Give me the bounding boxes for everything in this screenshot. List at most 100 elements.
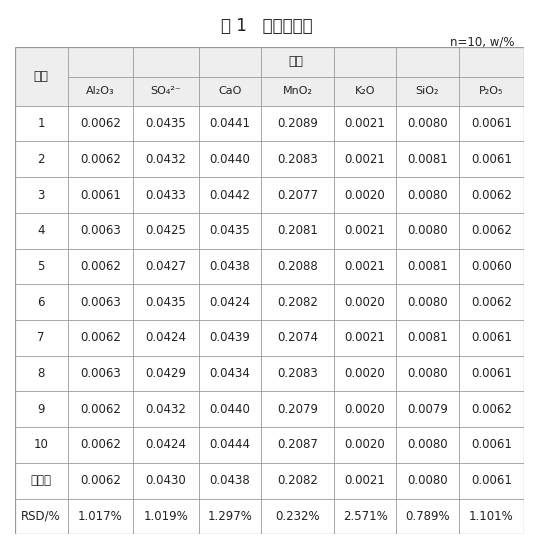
Text: 0.0424: 0.0424 xyxy=(146,331,187,344)
Text: 0.0427: 0.0427 xyxy=(146,260,187,273)
Text: 表 1   精密度试验: 表 1 精密度试验 xyxy=(221,17,312,35)
Text: 0.0441: 0.0441 xyxy=(209,117,251,130)
Text: 0.0020: 0.0020 xyxy=(345,295,385,308)
Text: 0.0020: 0.0020 xyxy=(345,403,385,416)
Text: 0.2083: 0.2083 xyxy=(277,367,318,380)
Text: 0.0060: 0.0060 xyxy=(471,260,512,273)
Text: 0.0080: 0.0080 xyxy=(407,474,448,487)
Text: 0.0432: 0.0432 xyxy=(146,153,187,166)
Text: 0.0062: 0.0062 xyxy=(471,403,512,416)
Text: 0.0081: 0.0081 xyxy=(407,331,448,344)
Text: 0.0433: 0.0433 xyxy=(146,189,187,201)
Text: 0.2089: 0.2089 xyxy=(277,117,318,130)
Text: 0.0438: 0.0438 xyxy=(209,260,250,273)
Text: 0.2082: 0.2082 xyxy=(277,474,318,487)
Text: 9: 9 xyxy=(37,403,45,416)
Text: 3: 3 xyxy=(37,189,45,201)
Text: 0.0021: 0.0021 xyxy=(344,224,385,237)
Text: 0.0062: 0.0062 xyxy=(80,474,121,487)
Text: 0.0061: 0.0061 xyxy=(471,153,512,166)
Text: 6: 6 xyxy=(37,295,45,308)
Text: 组分: 组分 xyxy=(288,55,303,69)
Text: 0.0080: 0.0080 xyxy=(407,224,448,237)
Text: SO₄²⁻: SO₄²⁻ xyxy=(150,86,181,96)
Text: 10: 10 xyxy=(34,438,49,452)
Text: 0.0435: 0.0435 xyxy=(146,117,187,130)
Text: 0.2074: 0.2074 xyxy=(277,331,318,344)
Text: 平均值: 平均值 xyxy=(31,474,52,487)
Text: 2: 2 xyxy=(37,153,45,166)
Text: 0.0080: 0.0080 xyxy=(407,367,448,380)
Text: 1: 1 xyxy=(37,117,45,130)
Text: 0.0061: 0.0061 xyxy=(471,474,512,487)
Text: 0.0061: 0.0061 xyxy=(471,367,512,380)
Text: 0.0062: 0.0062 xyxy=(80,403,121,416)
Text: 0.0425: 0.0425 xyxy=(146,224,187,237)
Text: 0.0061: 0.0061 xyxy=(471,117,512,130)
Text: 0.2082: 0.2082 xyxy=(277,295,318,308)
Text: 4: 4 xyxy=(37,224,45,237)
Text: 0.0434: 0.0434 xyxy=(209,367,251,380)
Text: 0.0062: 0.0062 xyxy=(80,438,121,452)
Text: 0.0429: 0.0429 xyxy=(146,367,187,380)
Text: 0.0062: 0.0062 xyxy=(80,117,121,130)
Text: 0.0062: 0.0062 xyxy=(471,224,512,237)
Text: 5: 5 xyxy=(37,260,45,273)
Text: 0.0081: 0.0081 xyxy=(407,260,448,273)
Text: 0.0021: 0.0021 xyxy=(344,260,385,273)
Text: 0.0081: 0.0081 xyxy=(407,153,448,166)
Text: 0.0021: 0.0021 xyxy=(344,117,385,130)
Text: 0.0063: 0.0063 xyxy=(80,295,120,308)
Text: 0.2081: 0.2081 xyxy=(277,224,318,237)
Text: 0.0063: 0.0063 xyxy=(80,224,120,237)
Text: 0.0061: 0.0061 xyxy=(471,331,512,344)
Text: 0.0080: 0.0080 xyxy=(407,438,448,452)
Text: 0.2083: 0.2083 xyxy=(277,153,318,166)
Text: 0.2079: 0.2079 xyxy=(277,403,318,416)
Text: 0.0062: 0.0062 xyxy=(80,153,121,166)
Text: K₂O: K₂O xyxy=(355,86,375,96)
Text: 0.0061: 0.0061 xyxy=(80,189,121,201)
Text: 0.0440: 0.0440 xyxy=(209,153,251,166)
Text: 0.0021: 0.0021 xyxy=(344,331,385,344)
Text: 0.0021: 0.0021 xyxy=(344,474,385,487)
Text: 0.0440: 0.0440 xyxy=(209,403,251,416)
Text: 0.0080: 0.0080 xyxy=(407,295,448,308)
Text: 1.101%: 1.101% xyxy=(469,510,514,523)
Text: 序号: 序号 xyxy=(34,70,49,83)
Text: Al₂O₃: Al₂O₃ xyxy=(86,86,115,96)
Text: 0.2077: 0.2077 xyxy=(277,189,318,201)
Text: 0.0444: 0.0444 xyxy=(209,438,251,452)
Text: 0.0021: 0.0021 xyxy=(344,153,385,166)
Bar xyxy=(15,47,68,106)
Text: 1.017%: 1.017% xyxy=(78,510,123,523)
Text: 0.0439: 0.0439 xyxy=(209,331,251,344)
Text: 0.0062: 0.0062 xyxy=(471,189,512,201)
Text: 0.0430: 0.0430 xyxy=(146,474,187,487)
Text: 0.0079: 0.0079 xyxy=(407,403,448,416)
Text: 1.019%: 1.019% xyxy=(143,510,188,523)
Text: SiO₂: SiO₂ xyxy=(416,86,439,96)
Text: 0.2087: 0.2087 xyxy=(277,438,318,452)
Text: 0.0020: 0.0020 xyxy=(345,438,385,452)
Text: 0.2088: 0.2088 xyxy=(277,260,318,273)
Text: 0.0438: 0.0438 xyxy=(209,474,250,487)
Text: 0.0432: 0.0432 xyxy=(146,403,187,416)
Text: 0.0062: 0.0062 xyxy=(471,295,512,308)
Text: 0.0020: 0.0020 xyxy=(345,367,385,380)
Text: 0.0063: 0.0063 xyxy=(80,367,120,380)
Text: 2.571%: 2.571% xyxy=(343,510,387,523)
Text: MnO₂: MnO₂ xyxy=(282,86,313,96)
Text: 0.0062: 0.0062 xyxy=(80,331,121,344)
Text: 8: 8 xyxy=(37,367,45,380)
Text: 0.789%: 0.789% xyxy=(405,510,449,523)
Text: 0.0061: 0.0061 xyxy=(471,438,512,452)
Text: 7: 7 xyxy=(37,331,45,344)
Text: 0.0080: 0.0080 xyxy=(407,117,448,130)
Text: 0.0080: 0.0080 xyxy=(407,189,448,201)
Bar xyxy=(68,77,524,106)
Text: 0.0424: 0.0424 xyxy=(209,295,251,308)
Text: 0.232%: 0.232% xyxy=(276,510,320,523)
Text: n=10, w/%: n=10, w/% xyxy=(450,35,514,48)
Text: 0.0424: 0.0424 xyxy=(146,438,187,452)
